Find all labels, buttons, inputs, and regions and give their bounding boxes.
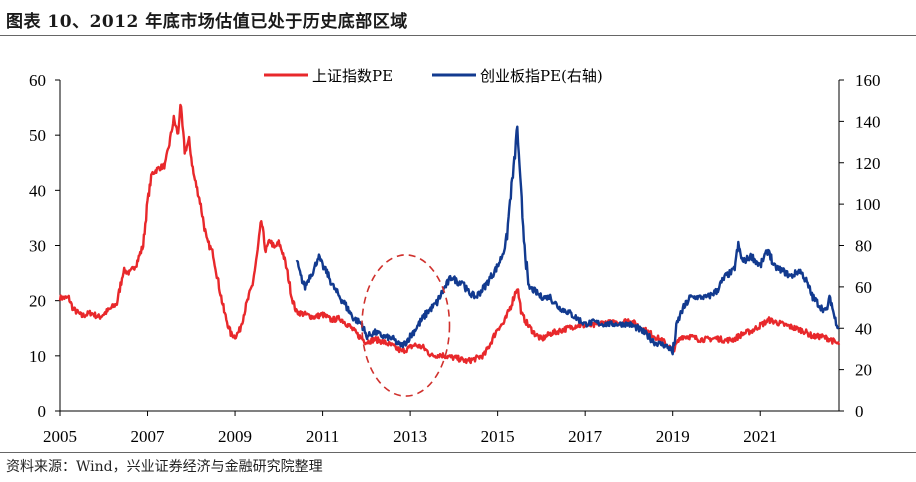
y-right-tick-label: 100 (855, 195, 881, 214)
annotation-ellipse (361, 254, 451, 397)
y-right-tick-label: 120 (855, 154, 881, 173)
y-right-tick-label: 140 (855, 112, 881, 131)
x-tick-label: 2015 (481, 427, 515, 446)
y-right-tick-label: 0 (855, 402, 864, 421)
y-right-tick-label: 20 (855, 361, 872, 380)
source-rule (0, 452, 916, 453)
annotation-layer (361, 254, 451, 397)
x-tick-label: 2011 (306, 427, 339, 446)
legend-label-cy-pe: 创业板指PE(右轴) (480, 67, 603, 85)
figure-title: 图表 10、2012 年底市场估值已处于历史底部区域 (6, 12, 408, 32)
x-tick-label: 2005 (43, 427, 77, 446)
y-right-tick-label: 60 (855, 278, 872, 297)
x-tick-label: 2017 (568, 427, 603, 446)
y-left-tick-label: 50 (29, 126, 46, 145)
y-left-tick-label: 30 (29, 237, 46, 256)
series-line-sh-pe (58, 103, 841, 365)
series-lines (58, 103, 841, 365)
chart-axes (55, 79, 844, 416)
legend: 上证指数PE 创业板指PE(右轴) (264, 67, 603, 85)
y-left-tick-label: 10 (29, 347, 46, 366)
x-tick-label: 2019 (656, 427, 690, 446)
x-tick-label: 2013 (393, 427, 427, 446)
legend-label-sh-pe: 上证指数PE (312, 67, 393, 85)
title-rule (0, 35, 916, 36)
x-tick-label: 2009 (218, 427, 252, 446)
y-left-tick-label: 20 (29, 292, 46, 311)
series-line-cy-pe (295, 125, 840, 356)
x-tick-label: 2007 (131, 427, 166, 446)
source-note: 资料来源：Wind，兴业证券经济与金融研究院整理 (6, 459, 323, 475)
y-left-tick-label: 40 (29, 181, 46, 200)
tick-labels: 0 10 20 30 40 50 60 0 20 40 60 80 100 120 140 160 2005 20… (29, 71, 881, 446)
y-right-tick-label: 40 (855, 319, 872, 338)
y-left-tick-label: 60 (29, 71, 46, 90)
y-left-tick-label: 0 (38, 402, 47, 421)
y-right-tick-label: 80 (855, 237, 872, 256)
y-right-tick-label: 160 (855, 71, 881, 90)
x-tick-label: 2021 (743, 427, 777, 446)
